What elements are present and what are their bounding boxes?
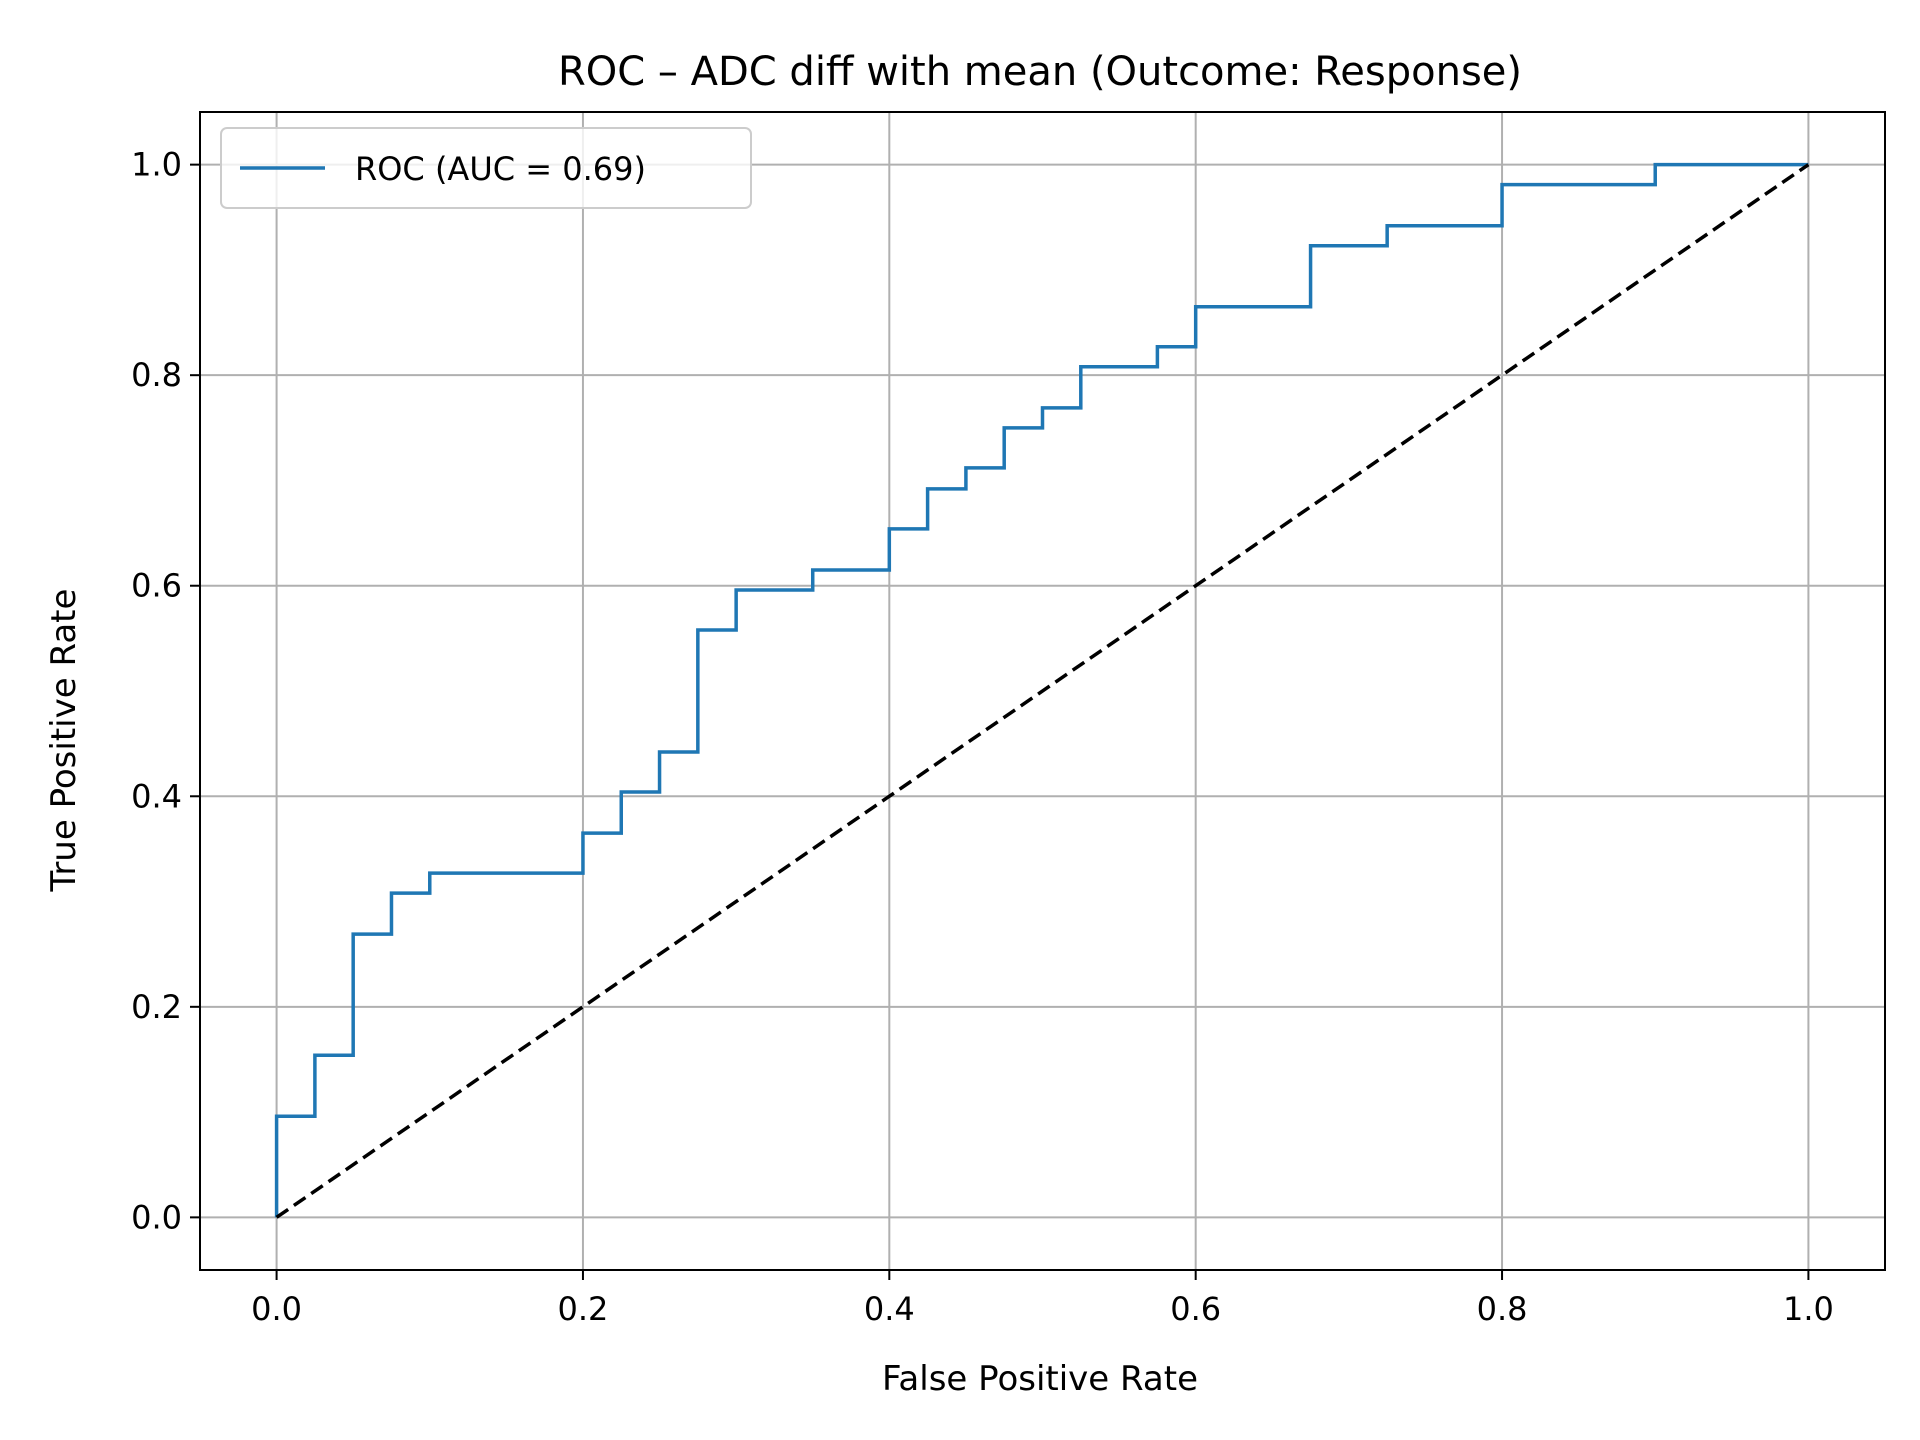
x-tick-label: 0.0 [251,1290,302,1328]
y-tick-label: 0.4 [131,777,182,815]
x-tick-label: 0.6 [1170,1290,1221,1328]
y-tick-label: 1.0 [131,146,182,184]
roc-curve-line [274,162,1809,1218]
y-axis-label: True Positive Rate [44,589,84,893]
y-tick-label: 0.0 [131,1198,182,1236]
chance-diagonal-line [275,163,1810,1219]
x-tick-label: 0.2 [558,1290,609,1328]
x-axis-ticks: 0.0 0.2 0.4 0.6 0.8 1.0 [251,1270,1834,1328]
y-axis-ticks: 0.0 0.2 0.4 0.6 0.8 1.0 [131,146,200,1236]
series-layer [274,162,1810,1219]
chart-title: ROC – ADC diff with mean (Outcome: Respo… [558,49,1522,95]
legend: ROC (AUC = 0.69) [220,127,752,209]
legend-box [220,127,752,209]
legend-entry-roc: ROC (AUC = 0.69) [355,150,646,188]
x-tick-label: 1.0 [1783,1290,1834,1328]
x-tick-label: 0.8 [1477,1290,1528,1328]
y-tick-label: 0.6 [131,567,182,605]
y-tick-label: 0.8 [131,356,182,394]
plot-frame [199,111,1886,1271]
x-axis-label: False Positive Rate [882,1359,1198,1399]
x-tick-label: 0.4 [864,1290,915,1328]
y-tick-label: 0.2 [131,988,182,1026]
